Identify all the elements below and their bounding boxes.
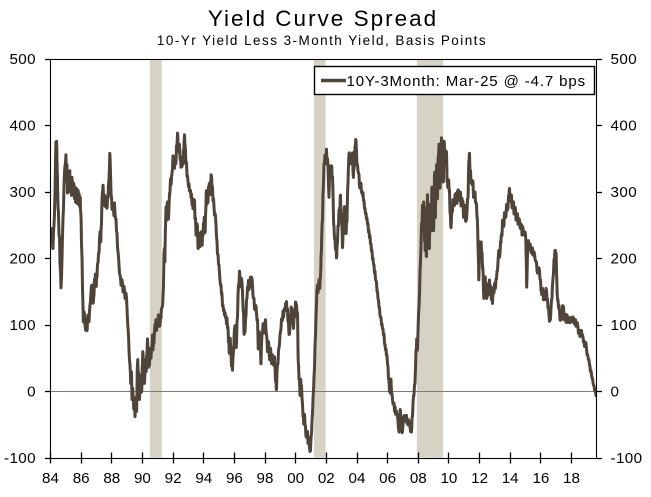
svg-text:400: 400 (9, 118, 36, 135)
svg-text:98: 98 (257, 470, 274, 487)
svg-text:12: 12 (471, 470, 488, 487)
svg-text:100: 100 (611, 317, 638, 334)
svg-text:16: 16 (532, 470, 549, 487)
svg-text:94: 94 (195, 470, 212, 487)
svg-text:0: 0 (611, 384, 620, 401)
svg-text:Yield Curve Spread: Yield Curve Spread (208, 6, 438, 31)
svg-text:500: 500 (9, 51, 36, 68)
svg-text:-100: -100 (4, 450, 36, 467)
svg-text:200: 200 (9, 251, 36, 268)
svg-text:14: 14 (502, 470, 519, 487)
svg-text:02: 02 (318, 470, 335, 487)
svg-text:100: 100 (9, 317, 36, 334)
svg-text:400: 400 (611, 118, 638, 135)
svg-text:04: 04 (349, 470, 366, 487)
svg-text:06: 06 (379, 470, 396, 487)
svg-text:500: 500 (611, 51, 638, 68)
svg-text:10-Yr Yield Less 3-Month Yield: 10-Yr Yield Less 3-Month Yield, Basis Po… (157, 33, 487, 48)
svg-text:-100: -100 (611, 450, 643, 467)
svg-text:96: 96 (226, 470, 243, 487)
svg-text:300: 300 (9, 184, 36, 201)
svg-text:0: 0 (27, 384, 36, 401)
svg-text:200: 200 (611, 251, 638, 268)
svg-text:92: 92 (165, 470, 182, 487)
svg-text:10Y-3Month: Mar-25 @ -4.7 bps: 10Y-3Month: Mar-25 @ -4.7 bps (347, 73, 586, 90)
svg-text:10: 10 (440, 470, 457, 487)
svg-text:18: 18 (563, 470, 580, 487)
svg-text:88: 88 (103, 470, 120, 487)
svg-text:90: 90 (134, 470, 151, 487)
svg-text:84: 84 (42, 470, 59, 487)
svg-text:08: 08 (410, 470, 427, 487)
svg-text:00: 00 (287, 470, 304, 487)
svg-text:300: 300 (611, 184, 638, 201)
svg-text:86: 86 (73, 470, 90, 487)
